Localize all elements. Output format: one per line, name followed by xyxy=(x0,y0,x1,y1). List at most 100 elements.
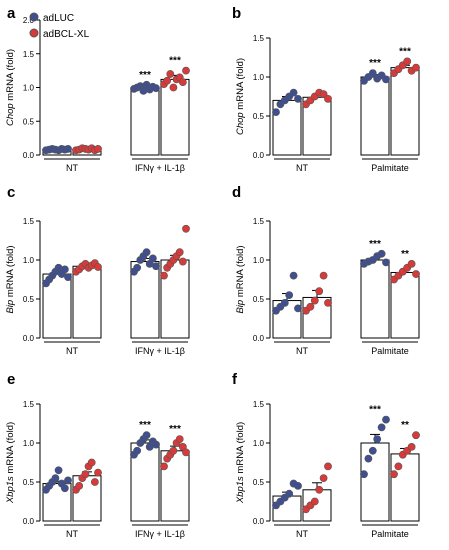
group-label: IFNγ + IL-1β xyxy=(135,346,185,356)
y-axis-label: Bip mRNA (fold) xyxy=(235,245,246,313)
data-point xyxy=(377,423,386,432)
data-point xyxy=(412,270,420,278)
data-point xyxy=(360,470,368,479)
data-point xyxy=(382,75,390,84)
data-point xyxy=(306,302,315,311)
significance-label: ** xyxy=(401,249,409,260)
data-point xyxy=(319,271,328,280)
data-point xyxy=(403,57,412,66)
y-tick-label: 0.0 xyxy=(23,151,35,160)
data-point xyxy=(319,474,328,482)
data-point xyxy=(178,78,187,86)
panel-letter-b: b xyxy=(232,5,241,22)
panel-letter-d: d xyxy=(232,184,241,201)
y-axis-label: Chop mRNA (fold) xyxy=(5,49,16,126)
panel-d: d 0.0 0.5 1.0 1.5 Bip mRNA (fold) NT Palmitate *… xyxy=(232,184,420,356)
y-tick-label: 1.5 xyxy=(23,50,35,59)
data-point xyxy=(382,258,390,267)
data-point xyxy=(373,435,382,443)
y-tick-label: 0.0 xyxy=(253,517,265,526)
data-point xyxy=(364,454,373,463)
data-point xyxy=(54,466,63,475)
group-label: NT xyxy=(66,346,78,356)
data-point xyxy=(160,462,168,471)
data-point xyxy=(382,415,390,424)
data-point xyxy=(169,446,178,455)
y-tick-label: 0.0 xyxy=(253,151,265,160)
y-tick-label: 0.5 xyxy=(253,478,265,487)
legend-marker-adbcl-xl xyxy=(29,28,39,38)
significance-label: *** xyxy=(169,424,181,435)
y-axis-label: Xbp1s mRNA (fold) xyxy=(235,422,246,504)
y-axis-label-gene: Bip xyxy=(5,300,16,314)
data-point xyxy=(310,296,319,305)
bar xyxy=(360,76,390,156)
y-tick-label: 1.0 xyxy=(23,84,35,93)
data-point xyxy=(133,446,142,455)
bar xyxy=(160,450,190,522)
data-point xyxy=(324,94,332,103)
data-point xyxy=(182,66,190,75)
significance-label: ** xyxy=(401,420,409,431)
panel-e: e 0.0 0.5 1.0 1.5 Xbp1s mRNA (fold) NT IFNγ + I… xyxy=(5,371,190,539)
data-point xyxy=(94,145,102,153)
group-label: NT xyxy=(296,163,308,173)
data-point xyxy=(315,485,324,494)
data-point xyxy=(169,83,178,92)
data-point xyxy=(148,254,157,263)
data-point xyxy=(60,265,69,274)
y-tick-label: 1.0 xyxy=(23,256,35,265)
bar xyxy=(160,78,190,156)
data-point xyxy=(294,94,302,103)
y-tick-label: 1.0 xyxy=(23,439,35,448)
group-label: NT xyxy=(296,529,308,539)
y-axis-label-suffix: mRNA (fold) xyxy=(235,422,246,476)
data-point xyxy=(175,248,184,257)
data-point xyxy=(368,446,377,455)
bar xyxy=(160,259,190,339)
data-point xyxy=(285,291,294,299)
panel-b: b 0.0 0.5 1.0 1.5 Chop mRNA (fold) NT Palmitate… xyxy=(232,5,420,173)
panels: a 0.0 0.5 1.0 1.5 2.0 Chop mRNA (fold) NT IFNγ +… xyxy=(5,5,420,539)
data-point xyxy=(142,248,151,257)
data-point xyxy=(142,431,151,440)
data-point xyxy=(163,76,172,85)
data-point xyxy=(294,481,302,490)
y-tick-label: 0.5 xyxy=(253,295,265,304)
y-tick-label: 0.5 xyxy=(253,112,265,121)
data-point xyxy=(152,262,160,271)
y-tick-label: 0.5 xyxy=(23,295,35,304)
data-point xyxy=(280,298,289,307)
y-tick-label: 1.5 xyxy=(253,34,265,43)
data-point xyxy=(390,470,398,479)
legend-label-adluc: adLUC xyxy=(43,13,74,24)
y-tick-label: 1.5 xyxy=(23,400,35,409)
data-point xyxy=(94,263,102,271)
data-point xyxy=(324,298,332,307)
y-axis-label-suffix: mRNA (fold) xyxy=(5,245,16,299)
group-label: NT xyxy=(66,163,78,173)
significance-label: *** xyxy=(169,56,181,67)
data-point xyxy=(178,257,187,266)
y-axis-label-gene: Bip xyxy=(235,300,246,314)
data-point xyxy=(324,462,332,471)
data-point xyxy=(152,440,160,449)
group-label: IFNγ + IL-1β xyxy=(135,163,185,173)
data-point xyxy=(407,259,416,268)
data-point xyxy=(152,84,160,93)
legend-label-adbcl-xl: adBCL-XL xyxy=(43,29,90,40)
bar xyxy=(360,442,390,522)
bar xyxy=(390,271,420,339)
data-point xyxy=(412,431,420,440)
y-axis-label-gene: Xbp1s xyxy=(235,476,246,504)
data-point xyxy=(175,435,184,443)
panel-letter-f: f xyxy=(232,371,238,388)
y-tick-label: 1.5 xyxy=(23,217,35,226)
y-tick-label: 0.5 xyxy=(23,117,35,126)
y-tick-label: 1.0 xyxy=(253,439,265,448)
y-axis-label: Bip mRNA (fold) xyxy=(5,245,16,313)
data-point xyxy=(160,271,168,280)
data-point xyxy=(90,478,99,486)
data-point xyxy=(94,468,102,477)
data-point xyxy=(87,458,96,467)
